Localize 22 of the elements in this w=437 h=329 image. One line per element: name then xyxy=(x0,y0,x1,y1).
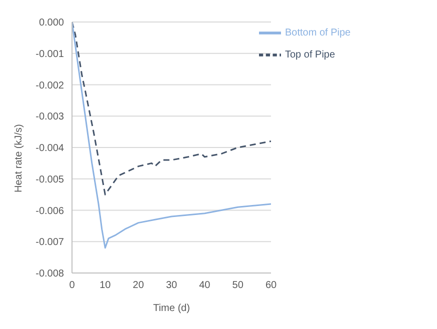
x-tick-label: 50 xyxy=(232,280,244,292)
x-axis-title: Time (d) xyxy=(153,303,190,314)
line-series xyxy=(72,22,271,249)
y-tick-label: -0.006 xyxy=(36,206,64,217)
x-tick-label: 30 xyxy=(166,280,178,292)
x-tick-label: 10 xyxy=(100,280,112,292)
y-tick-label: 0.000 xyxy=(38,18,64,29)
y-tick-label: -0.008 xyxy=(36,268,64,280)
y-tick-label: -0.001 xyxy=(36,48,64,60)
y-tick-label: -0.007 xyxy=(36,237,64,248)
y-tick-label: -0.003 xyxy=(36,112,64,123)
x-tick-label: 40 xyxy=(199,280,211,292)
x-tick-label: 20 xyxy=(132,280,144,292)
y-tick-label: -0.002 xyxy=(36,80,64,92)
y-tick-label: -0.004 xyxy=(36,143,64,154)
y-axis-title: Heat rate (kJ/s) xyxy=(14,124,25,192)
x-tick-label: 60 xyxy=(265,280,277,292)
x-tick-label: 0 xyxy=(69,280,76,292)
legend-label: Bottom of Pipe xyxy=(285,28,351,39)
legend-label: Top of Pipe xyxy=(285,50,336,61)
y-tick-label: -0.005 xyxy=(36,174,64,186)
line-series xyxy=(72,22,271,196)
